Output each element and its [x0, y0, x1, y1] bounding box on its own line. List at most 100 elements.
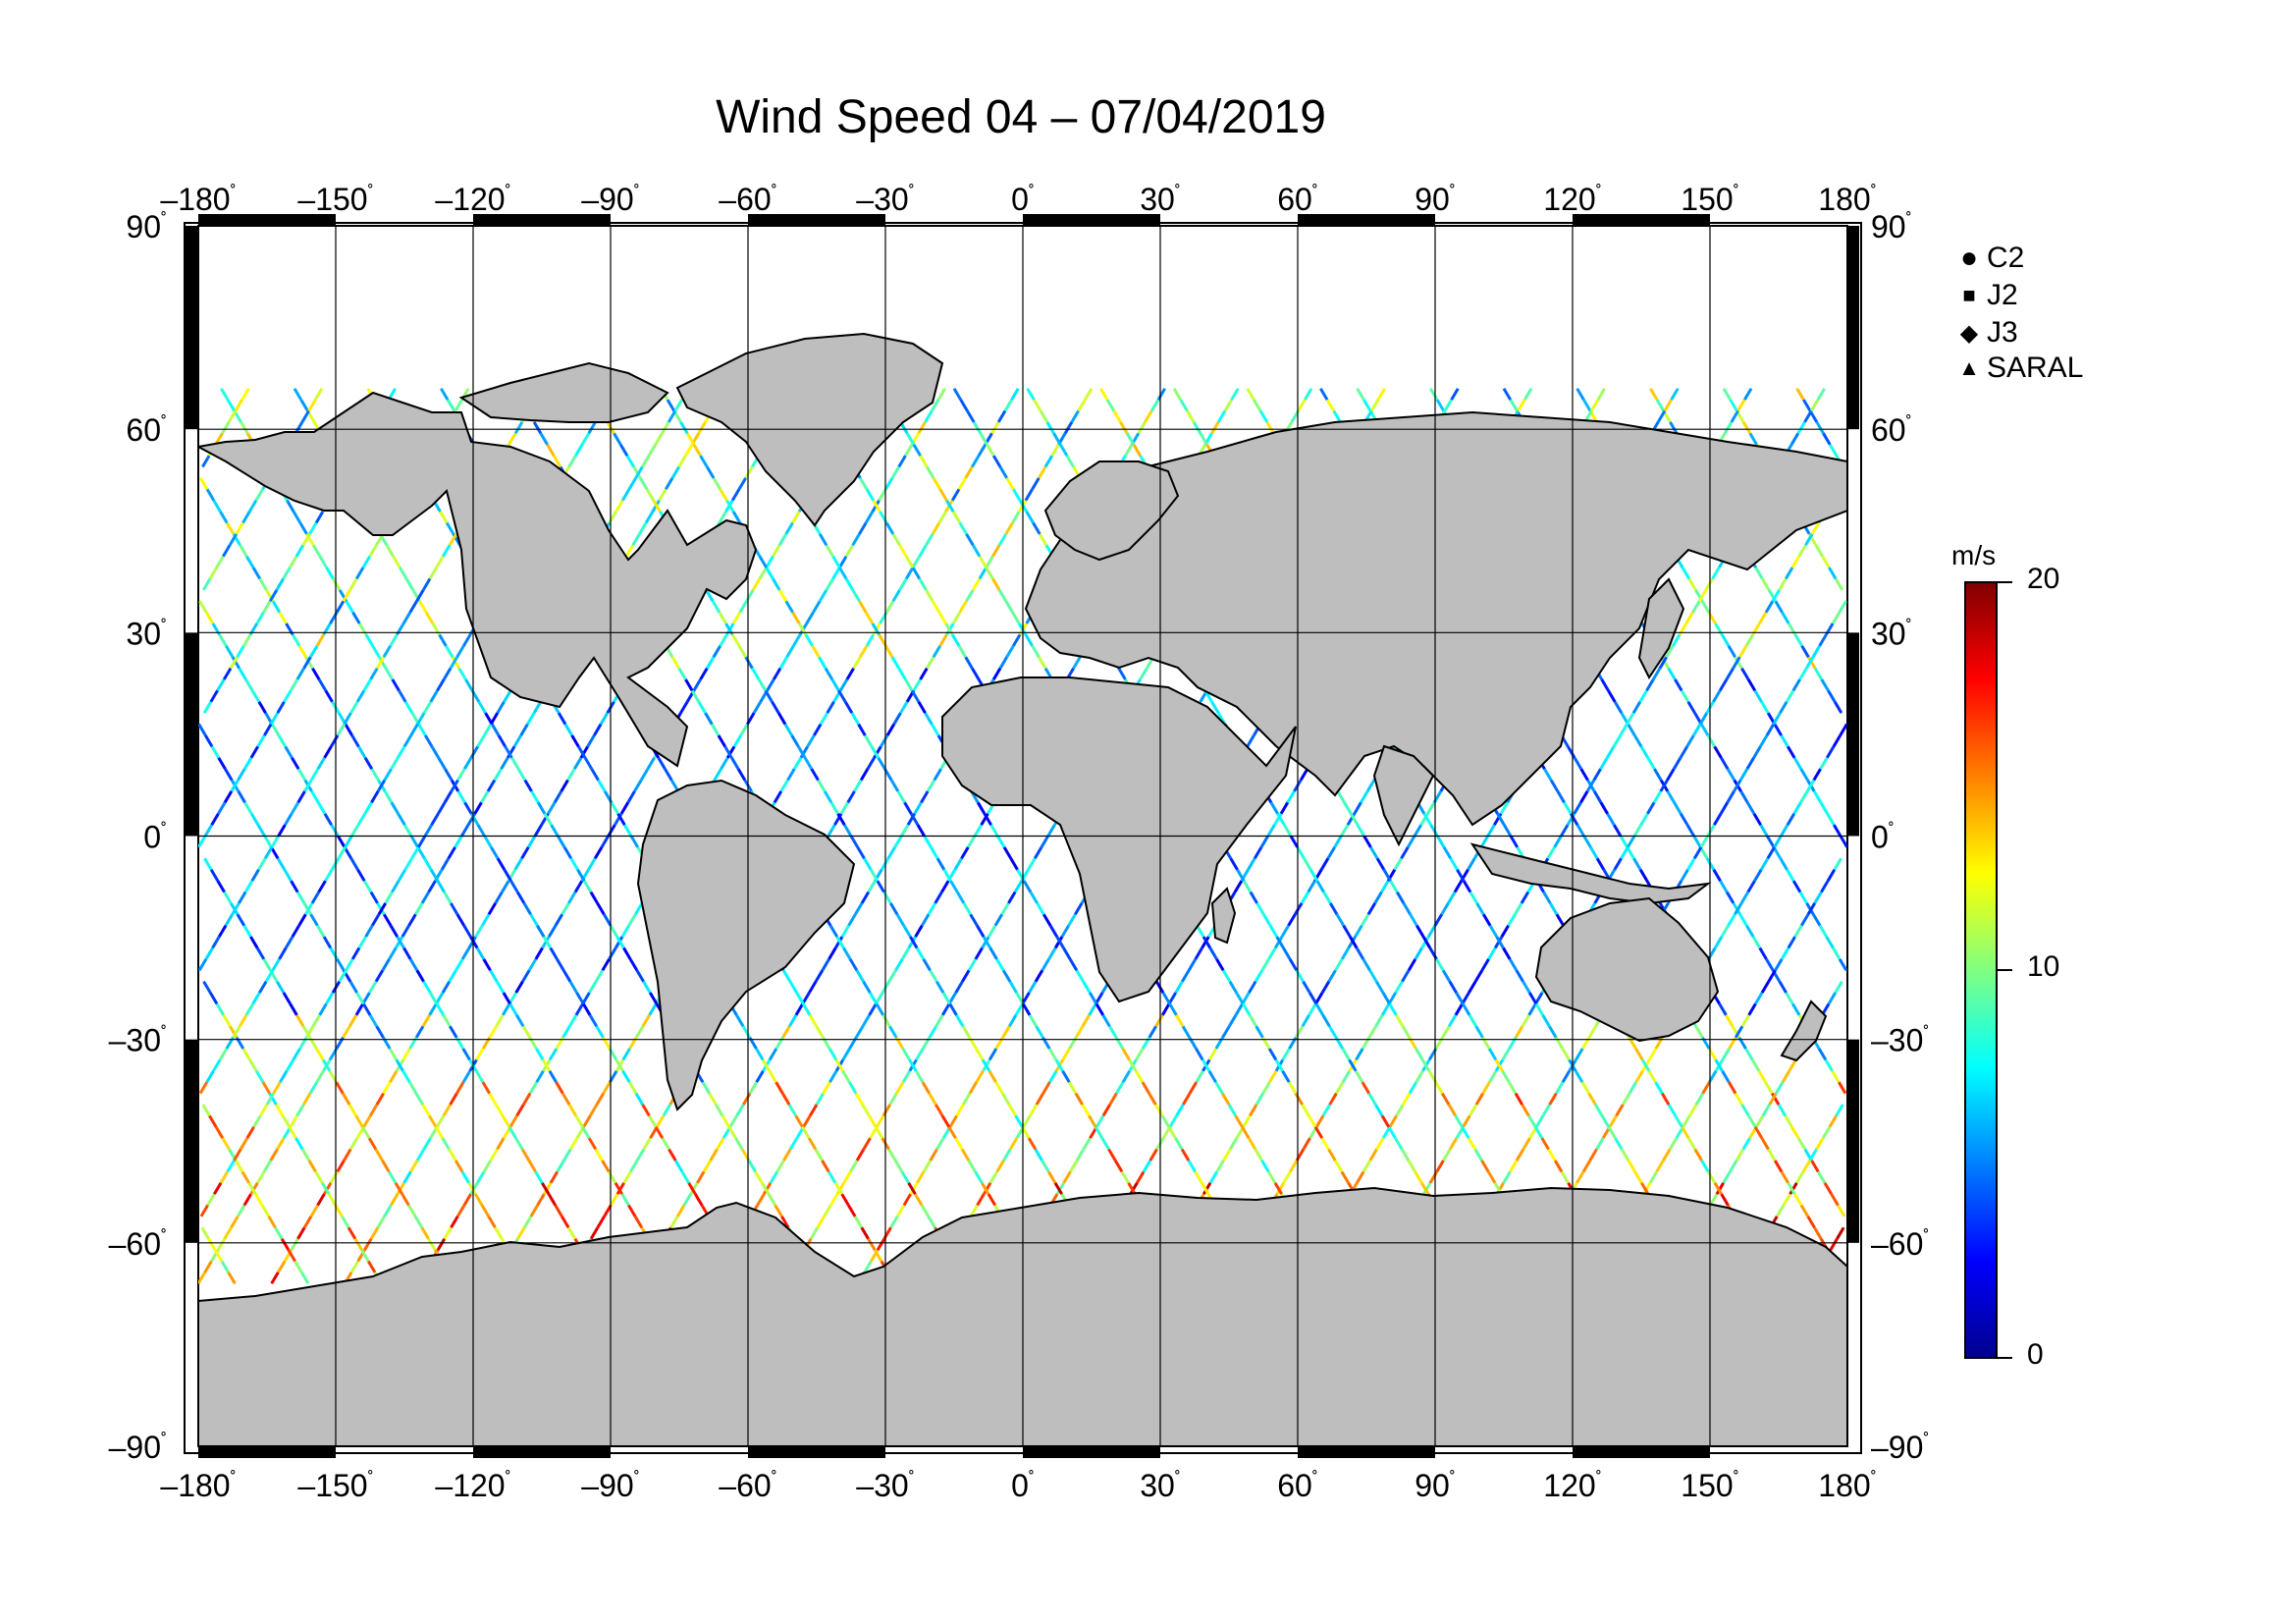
track-segment — [938, 488, 948, 502]
track-segment — [978, 555, 988, 568]
track-segment — [1810, 521, 1821, 535]
track-segment — [860, 1226, 870, 1240]
track-segment — [223, 1226, 233, 1240]
track-segment — [1450, 387, 1460, 401]
track-segment — [1299, 768, 1309, 782]
track-segment — [285, 1058, 295, 1072]
track-segment — [249, 1181, 259, 1195]
track-segment — [755, 1048, 765, 1061]
track-segment — [275, 980, 286, 994]
track-segment — [1461, 1125, 1470, 1139]
track-segment — [627, 1081, 638, 1095]
track-segment — [816, 1216, 826, 1229]
track-segment — [368, 544, 378, 558]
track-segment — [242, 1193, 252, 1207]
track-segment — [1435, 958, 1445, 971]
track-segment — [278, 611, 288, 624]
track-segment — [357, 936, 367, 949]
track-segment — [958, 600, 968, 614]
track-segment — [601, 1160, 611, 1173]
lat-tick-label-right: 60˚ — [1871, 412, 1912, 448]
track-segment — [1308, 992, 1318, 1005]
track-segment — [1685, 734, 1695, 748]
track-segment — [1548, 902, 1559, 916]
track-segment — [501, 880, 510, 893]
track-segment — [1303, 387, 1313, 401]
track-segment — [456, 790, 466, 804]
track-segment — [602, 913, 613, 927]
track-segment — [1402, 1092, 1412, 1106]
track-segment — [1509, 1160, 1519, 1173]
track-segment — [320, 1181, 331, 1195]
track-segment — [1713, 812, 1723, 826]
track-segment — [1276, 812, 1286, 826]
track-segment — [833, 1181, 843, 1195]
track-segment — [391, 880, 400, 893]
track-segment — [198, 958, 208, 971]
track-segment — [590, 768, 600, 782]
track-segment — [341, 1092, 351, 1106]
track-segment — [919, 455, 929, 468]
track-segment — [345, 600, 354, 614]
track-segment — [349, 857, 359, 871]
track-segment — [925, 465, 935, 479]
track-segment — [785, 645, 795, 658]
track-segment — [940, 880, 950, 893]
track-segment — [1722, 387, 1733, 401]
track-segment — [667, 409, 677, 423]
land-eurasia — [1024, 410, 1847, 827]
track-segment — [914, 1070, 925, 1083]
track-segment — [1764, 600, 1775, 614]
track-segment — [1025, 511, 1035, 524]
track-segment — [991, 577, 1001, 591]
track-segment — [737, 645, 747, 658]
track-segment — [1555, 1081, 1565, 1095]
track-segment — [1589, 846, 1599, 860]
track-segment — [932, 477, 942, 491]
track-segment — [1527, 1114, 1537, 1128]
track-segment — [834, 1058, 844, 1072]
track-segment — [1789, 432, 1800, 446]
track-segment — [1112, 409, 1122, 423]
track-segment — [615, 936, 625, 949]
track-segment — [1827, 689, 1837, 703]
track-segment — [303, 779, 313, 792]
track-segment — [961, 969, 971, 983]
track-segment — [221, 421, 231, 435]
track-segment — [338, 969, 347, 983]
track-segment — [837, 689, 847, 703]
track-segment — [202, 701, 213, 714]
track-segment — [988, 1170, 999, 1184]
track-segment — [903, 801, 913, 815]
track-segment — [997, 533, 1008, 547]
track-segment — [258, 980, 268, 994]
track-segment — [1787, 745, 1796, 759]
track-segment — [1028, 1014, 1039, 1027]
track-segment — [454, 1160, 464, 1173]
track-segment — [766, 678, 775, 692]
track-segment — [1117, 667, 1127, 680]
track-segment — [1648, 1170, 1659, 1184]
track-segment — [787, 1104, 798, 1117]
track-segment — [957, 477, 967, 491]
track-segment — [407, 1081, 418, 1095]
track-segment — [1047, 1048, 1058, 1061]
track-segment — [1004, 521, 1014, 535]
track-segment — [309, 645, 319, 658]
track-segment — [1220, 1092, 1231, 1106]
track-segment — [1181, 969, 1191, 983]
track-segment — [1435, 399, 1446, 412]
track-segment — [941, 992, 951, 1005]
track-segment — [323, 1181, 333, 1195]
track-segment — [1561, 1070, 1572, 1083]
track-segment — [1495, 936, 1505, 949]
track-segment — [1575, 824, 1585, 838]
track-segment — [553, 790, 563, 804]
track-segment — [1834, 980, 1843, 994]
lon-tick-label-bottom: 60˚ — [1277, 1468, 1318, 1503]
track-segment — [383, 1204, 393, 1217]
track-segment — [1468, 1104, 1478, 1117]
track-segment — [778, 656, 788, 670]
track-segment — [593, 723, 603, 736]
longitude-labels-top: –180˚ –150˚ –120˚ –90˚ –60˚ –30˚ 0˚ 30˚ 60˚ 90˚ 12… — [160, 182, 1876, 217]
